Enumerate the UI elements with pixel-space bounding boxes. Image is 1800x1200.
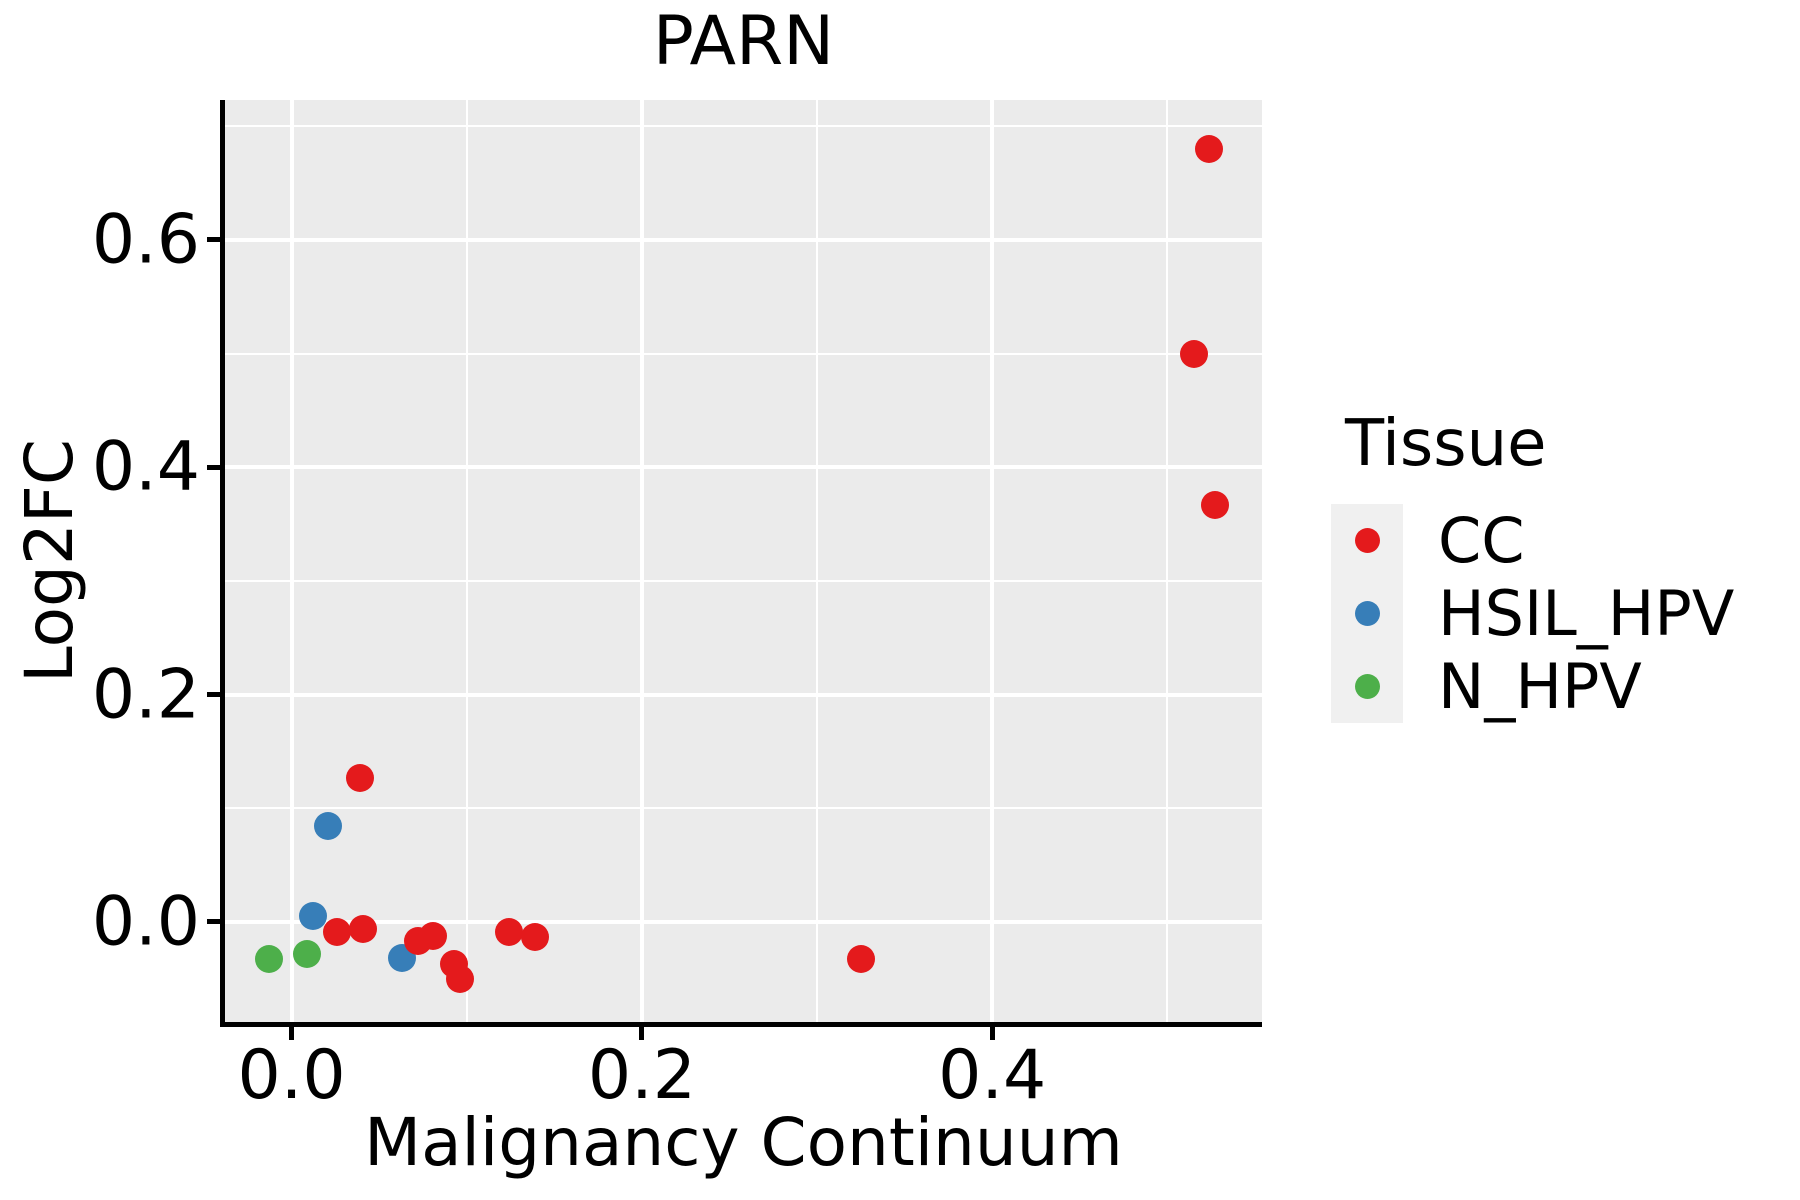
y-tick-label: 0.0 <box>91 882 200 962</box>
x-tick-label: 0.0 <box>237 1036 346 1115</box>
data-point-CC <box>349 914 378 943</box>
legend-row-N_HPV: N_HPV <box>1331 650 1734 723</box>
plot-title: PARN <box>652 2 835 81</box>
y-tick-label: 0.6 <box>91 200 200 280</box>
x-tick <box>639 1027 645 1040</box>
gridline-y-major <box>225 465 1262 470</box>
data-point-CC <box>494 918 523 947</box>
legend-dot-icon-CC <box>1354 528 1380 553</box>
gridline-x-minor <box>816 100 819 1022</box>
data-point-N_HPV <box>293 939 322 968</box>
data-point-CC <box>323 918 352 947</box>
data-point-CC <box>521 922 550 951</box>
y-tick-label: 0.4 <box>91 427 200 507</box>
gridline-y-minor <box>225 352 1262 355</box>
gridline-y-minor <box>225 125 1262 128</box>
data-point-CC <box>1200 490 1229 519</box>
data-point-CC <box>419 921 448 950</box>
gridline-y-major <box>225 237 1262 242</box>
y-tick <box>207 919 220 925</box>
data-point-HSIL_HPV <box>298 902 327 931</box>
legend-dot-icon-HSIL_HPV <box>1354 601 1380 626</box>
legend-label-CC: CC <box>1438 504 1525 577</box>
legend-key-HSIL_HPV <box>1331 577 1403 650</box>
gridline-x-major <box>639 100 644 1022</box>
x-tick-label: 0.4 <box>938 1036 1047 1115</box>
y-tick <box>207 237 220 243</box>
gridline-x-major <box>990 100 995 1022</box>
x-axis-title: Malignancy Continuum <box>364 1104 1123 1181</box>
x-tick <box>989 1027 995 1040</box>
y-tick <box>207 464 220 470</box>
x-tick-label: 0.2 <box>587 1036 696 1115</box>
x-tick <box>289 1027 295 1040</box>
legend: Tissue CC HSIL_HPV N_HPV <box>1331 408 1734 723</box>
data-point-CC <box>345 763 374 792</box>
data-point-N_HPV <box>254 945 283 974</box>
legend-title: Tissue <box>1345 407 1547 481</box>
y-tick-label: 0.2 <box>91 655 200 735</box>
gridline-y-minor <box>225 579 1262 582</box>
legend-dot-icon-N_HPV <box>1354 674 1380 699</box>
data-point-CC <box>1179 339 1208 368</box>
x-axis-line <box>220 1022 1262 1027</box>
gridline-x-minor <box>465 100 468 1022</box>
legend-rows: CC HSIL_HPV N_HPV <box>1331 504 1734 723</box>
plot-panel <box>225 100 1262 1022</box>
legend-row-HSIL_HPV: HSIL_HPV <box>1331 577 1734 650</box>
legend-label-N_HPV: N_HPV <box>1438 650 1642 723</box>
gridline-y-minor <box>225 807 1262 810</box>
gridline-x-minor <box>1166 100 1169 1022</box>
legend-key-N_HPV <box>1331 650 1403 723</box>
data-point-CC <box>1195 134 1224 163</box>
data-point-CC <box>846 945 875 974</box>
data-point-CC <box>445 964 474 993</box>
gridline-x-major <box>289 100 294 1022</box>
data-point-HSIL_HPV <box>314 812 343 841</box>
legend-key-CC <box>1331 504 1403 577</box>
legend-row-CC: CC <box>1331 504 1734 577</box>
y-axis-line <box>220 100 225 1027</box>
gridline-y-major <box>225 692 1262 697</box>
gridline-y-major <box>225 919 1262 924</box>
legend-label-HSIL_HPV: HSIL_HPV <box>1438 577 1735 650</box>
y-tick <box>207 692 220 698</box>
